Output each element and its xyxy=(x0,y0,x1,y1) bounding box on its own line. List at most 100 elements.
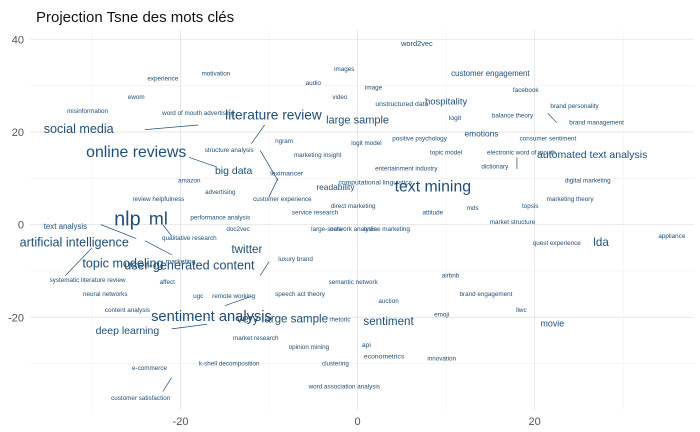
word-label: structure analysis xyxy=(205,147,254,154)
word-label: emotions xyxy=(465,128,499,138)
leader-line xyxy=(100,224,137,239)
word-label: large sample xyxy=(326,114,389,126)
word-label: readability xyxy=(316,182,355,192)
word-label: movie xyxy=(541,319,565,329)
y-tick-label: 40 xyxy=(12,34,24,46)
word-label: online reviews xyxy=(86,144,186,161)
word-label: llwc xyxy=(516,307,527,314)
word-label: sentiment xyxy=(363,315,414,328)
chart-title: Projection Tsne des mots clés xyxy=(36,9,234,26)
leader-line xyxy=(259,150,279,181)
word-label: entertainment industry xyxy=(375,166,438,173)
word-label: big data xyxy=(215,165,253,177)
word-label: audio xyxy=(306,80,322,87)
word-label: service research xyxy=(292,210,339,217)
x-tick-label: 0 xyxy=(355,416,361,428)
word-label: user-generated content xyxy=(124,259,255,273)
word-label: auction xyxy=(378,298,399,305)
word-label: marketing theory xyxy=(547,196,595,203)
word-label: appliance xyxy=(658,233,685,240)
word-label: electronic word of mouth xyxy=(487,149,556,156)
word-label: large-scale xyxy=(311,226,342,233)
word-label: word association analysis xyxy=(308,384,380,391)
leader-line xyxy=(224,296,252,307)
word-label: lda xyxy=(593,236,609,249)
word-label: e-commerce xyxy=(132,365,167,372)
word-label: ugc xyxy=(193,293,203,300)
word-label: logit model xyxy=(351,140,381,147)
word-label: ml xyxy=(149,209,168,229)
word-label: affect xyxy=(160,279,176,286)
word-label: balance theory xyxy=(492,112,534,119)
word-label: digital marketing xyxy=(565,177,611,184)
word-labels: word2vec images motivation customer engagem… xyxy=(20,39,686,402)
word-label: image xyxy=(365,85,383,92)
word-label: k-shell decomposition xyxy=(199,360,260,367)
word-label: online marketing xyxy=(364,226,411,233)
word-label: logit xyxy=(449,115,462,122)
word-label: network analysis xyxy=(330,226,377,233)
word-label: nlp xyxy=(114,208,141,230)
word-label: qualitative research xyxy=(162,235,217,242)
word-label: market structure xyxy=(490,219,536,226)
word-label: content analysis xyxy=(105,307,150,314)
leader-line xyxy=(189,157,217,168)
word-label: rhetoric xyxy=(329,316,350,323)
word-label: mds xyxy=(467,205,479,212)
word-label: airbnb xyxy=(442,272,460,279)
word-label: text mining xyxy=(395,179,471,196)
word-label: images xyxy=(334,66,354,73)
leader-line xyxy=(162,224,172,237)
word-label: review helpfulness xyxy=(132,196,184,203)
word-label: hospitality xyxy=(425,96,467,107)
word-label: literature review xyxy=(225,107,322,122)
leader-line xyxy=(547,113,558,123)
word-label: leximancer xyxy=(270,170,304,177)
word-label: deep learning xyxy=(96,325,160,337)
y-tick-label: 0 xyxy=(18,220,24,232)
word-label: video xyxy=(332,94,348,101)
word-label: advertising xyxy=(205,189,236,196)
axis-ticks: -20 0 20 40 20 0 -20 xyxy=(8,34,541,428)
word-label: brand engagement xyxy=(460,291,513,298)
word-label: topic modeling xyxy=(82,256,163,270)
word-label: customer engagement xyxy=(451,69,530,78)
word-label: text analysis xyxy=(44,222,87,231)
word-label: econometrics xyxy=(364,354,405,361)
word-label: positive psychology xyxy=(392,136,447,143)
word-label: marketing xyxy=(166,259,196,266)
word-label: neural networks xyxy=(83,291,127,298)
x-tick-label: 20 xyxy=(529,416,541,428)
label-leader-lines xyxy=(65,113,558,392)
word-label: misinformation xyxy=(67,108,108,115)
word-label: customer experience xyxy=(253,196,312,203)
leader-line xyxy=(259,261,270,276)
word-label: artificial intelligence xyxy=(20,235,129,249)
word-label: experience xyxy=(147,75,178,82)
word-label: speech act theory xyxy=(275,291,326,298)
word-label: systematic literature review xyxy=(50,277,126,284)
word-label: remote working xyxy=(212,293,256,300)
word-label: luxury brand xyxy=(278,256,313,263)
word-label: ngram xyxy=(275,138,293,145)
leader-line xyxy=(162,377,172,392)
word-label: emoji xyxy=(434,312,449,319)
word-label: unstructured data xyxy=(375,101,428,108)
word-label: innovation xyxy=(427,356,456,363)
word-label: api xyxy=(362,342,372,349)
leader-line xyxy=(144,240,172,256)
leader-line xyxy=(268,178,279,197)
grid-lines xyxy=(30,30,694,410)
leader-line xyxy=(65,247,93,276)
word-label: quest experience xyxy=(533,240,581,247)
word-label: attitude xyxy=(422,210,443,217)
word-label: amazon xyxy=(178,177,201,184)
word-label: computational linguistics xyxy=(338,180,412,187)
word-label: word of mouth advertising xyxy=(161,110,235,117)
word-label: very large sample xyxy=(237,313,329,326)
word-label: ewom xyxy=(128,94,145,101)
word-label: consumer sentiment xyxy=(520,136,577,143)
word-label: opinion mining xyxy=(289,344,330,351)
word-label: topic model xyxy=(430,149,462,156)
